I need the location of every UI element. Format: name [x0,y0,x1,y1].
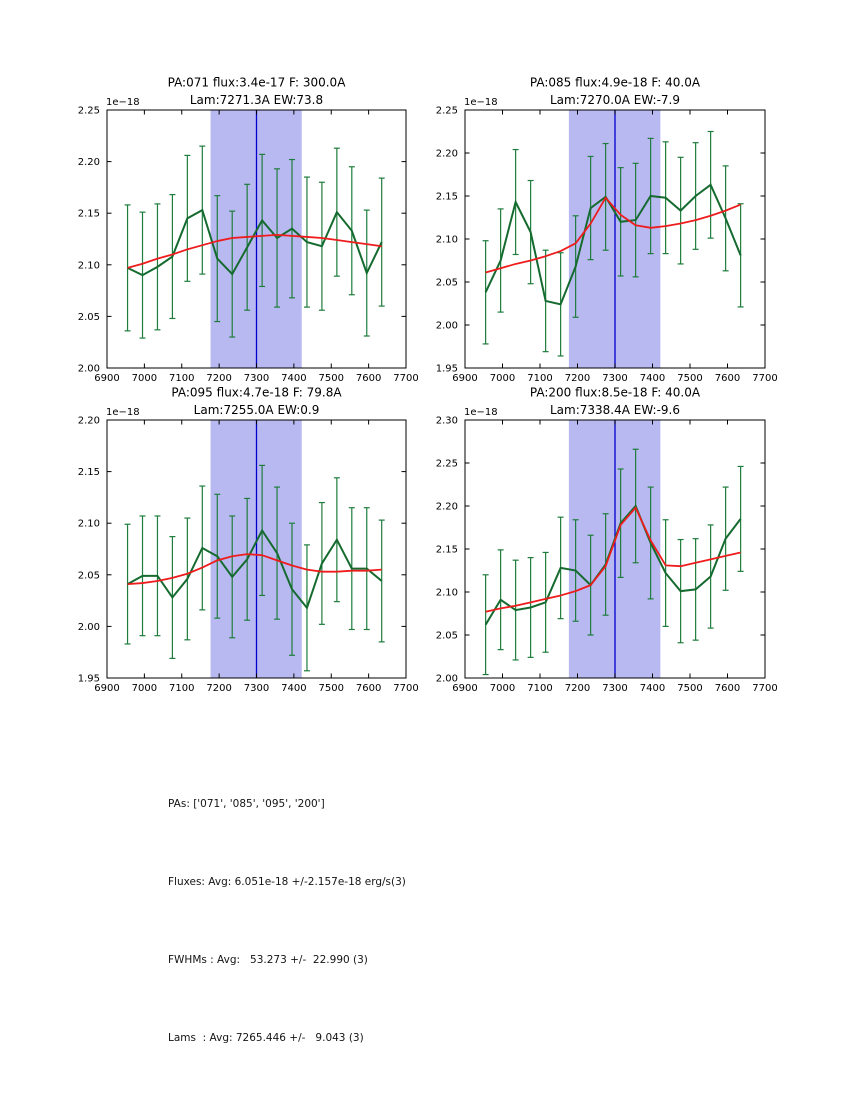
x-tick-label: 7000 [490,683,515,694]
fit-summary-block: PAs: ['071', '085', '095', '200'] Fluxes… [168,739,406,1100]
x-tick-label: 7600 [715,683,740,694]
x-tick-label: 7600 [715,373,740,384]
y-tick-label: 2.10 [78,260,100,271]
x-tick-label: 7500 [677,373,702,384]
y-tick-label: 2.05 [78,570,100,581]
y-tick-label: 2.15 [78,467,100,478]
summary-line-fluxes: Fluxes: Avg: 6.051e-18 +/-2.157e-18 erg/… [168,876,406,888]
x-tick-label: 7700 [752,683,777,694]
x-tick-label: 6900 [94,683,119,694]
summary-line-lams: Lams : Avg: 7265.446 +/- 9.043 (3) [168,1032,364,1044]
x-tick-label: 7200 [565,683,590,694]
y-tick-label: 2.25 [436,106,458,117]
x-tick-label: 7600 [356,683,381,694]
x-tick-label: 7300 [602,373,627,384]
plot-title-line2: Lam:7338.4A EW:-9.6 [550,403,680,417]
y-axis-offset-label: 1e−18 [464,97,498,108]
y-tick-label: 2.25 [78,106,100,117]
y-tick-label: 2.05 [436,631,458,642]
y-axis-offset-label: 1e−18 [106,97,140,108]
x-tick-label: 7700 [393,373,418,384]
plot-title-line2: Lam:7271.3A EW:73.8 [190,93,323,107]
y-tick-label: 2.00 [78,622,100,633]
plot-title-line2: Lam:7255.0A EW:0.9 [194,403,320,417]
fit-line [485,196,741,274]
x-tick-label: 7200 [206,373,231,384]
x-tick-label: 7100 [169,683,194,694]
y-tick-label: 2.25 [436,459,458,470]
y-tick-label: 2.05 [436,278,458,289]
x-tick-label: 7400 [281,373,306,384]
y-tick-label: 1.95 [436,364,458,375]
y-tick-label: 2.20 [78,157,100,168]
y-tick-label: 2.15 [78,209,100,220]
x-tick-label: 7300 [602,683,627,694]
y-tick-label: 2.15 [436,192,458,203]
spectral-fit-plots: 6900 7000 7100 7200 7300 7400 7500 7600 7700 2.00… [78,76,778,695]
y-axis-offset-label: 1e−18 [464,407,498,418]
spectrum-line [127,528,383,610]
x-tick-label: 7000 [132,683,157,694]
plot-title-line2: Lam:7270.0A EW:-7.9 [550,93,680,107]
x-tick-label: 7500 [319,683,344,694]
x-tick-label: 6900 [452,373,477,384]
y-tick-label: 2.00 [78,364,100,375]
x-tick-label: 7000 [490,373,515,384]
subplot-2: 6900 7000 7100 7200 7300 7400 7500 7600 7700 1.95… [78,386,419,695]
x-tick-label: 6900 [94,373,119,384]
y-axis-offset-label: 1e−18 [106,407,140,418]
subplot-0: 6900 7000 7100 7200 7300 7400 7500 7600 7700 2.00… [78,76,419,385]
y-tick-label: 2.05 [78,312,100,323]
fit-line [127,553,382,585]
y-tick-label: 2.20 [436,149,458,160]
y-tick-label: 2.10 [436,235,458,246]
x-tick-label: 7100 [169,373,194,384]
x-tick-label: 7300 [244,373,269,384]
y-tick-label: 2.30 [436,416,458,427]
x-tick-label: 7500 [319,373,344,384]
x-tick-label: 7200 [565,373,590,384]
x-tick-label: 7000 [132,373,157,384]
x-tick-label: 7400 [640,683,665,694]
plot-title-line1: PA:071 flux:3.4e-17 F: 300.0A [168,76,347,90]
y-tick-label: 2.20 [78,416,100,427]
spectrum-line [127,208,383,277]
x-tick-label: 7400 [281,683,306,694]
fit-line [127,233,382,269]
plot-title-line1: PA:085 flux:4.9e-18 F: 40.0A [530,76,701,90]
plot-title-line1: PA:095 flux:4.7e-18 F: 79.8A [171,386,342,400]
x-tick-label: 7200 [206,683,231,694]
plot-title-line1: PA:200 flux:8.5e-18 F: 40.0A [530,386,701,400]
subplot-1: 6900 7000 7100 7200 7300 7400 7500 7600 7700 1.95… [436,76,778,385]
y-tick-label: 2.10 [78,519,100,530]
subplot-3: 6900 7000 7100 7200 7300 7400 7500 7600 7700 2.00… [436,386,778,695]
y-tick-label: 2.10 [436,588,458,599]
x-tick-label: 7100 [527,373,552,384]
summary-line-pas: PAs: ['071', '085', '095', '200'] [168,798,325,810]
x-tick-label: 7100 [527,683,552,694]
y-tick-label: 2.15 [436,545,458,556]
summary-line-fwhms: FWHMs : Avg: 53.273 +/- 22.990 (3) [168,954,368,966]
x-tick-label: 7700 [393,683,418,694]
y-tick-label: 2.20 [436,502,458,513]
x-tick-label: 7500 [677,683,702,694]
y-tick-label: 2.00 [436,321,458,332]
y-tick-label: 2.00 [436,674,458,685]
y-tick-label: 1.95 [78,674,100,685]
fit-line [485,506,741,613]
x-tick-label: 7600 [356,373,381,384]
x-tick-label: 7400 [640,373,665,384]
x-tick-label: 7700 [752,373,777,384]
spectrum-line [484,183,742,306]
x-tick-label: 7300 [244,683,269,694]
x-tick-label: 6900 [452,683,477,694]
